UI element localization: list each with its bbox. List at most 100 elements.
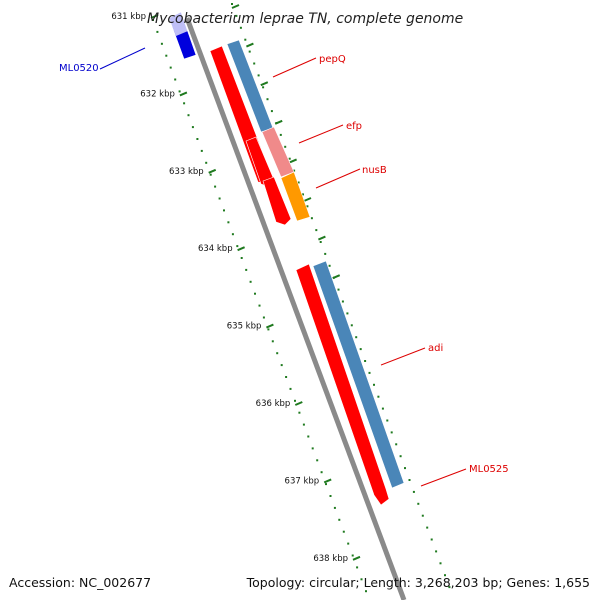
tick-label: 637 kbp bbox=[285, 476, 320, 486]
minor-tick-outer bbox=[365, 590, 367, 593]
minor-tick-inner bbox=[444, 574, 446, 577]
gene-nusB-forward[interactable] bbox=[280, 171, 311, 222]
efp-label-line bbox=[298, 124, 344, 144]
minor-tick-outer bbox=[347, 542, 350, 545]
major-tick-inner bbox=[303, 197, 312, 202]
minor-tick-outer bbox=[325, 483, 327, 486]
gene-adi-reverse[interactable] bbox=[295, 263, 390, 506]
minor-tick-outer bbox=[183, 102, 186, 105]
minor-tick-outer bbox=[178, 90, 181, 93]
minor-tick-inner bbox=[253, 62, 256, 65]
minor-tick-outer bbox=[209, 173, 212, 176]
minor-tick-inner bbox=[341, 300, 344, 303]
minor-tick-outer bbox=[351, 554, 354, 557]
minor-tick-inner bbox=[381, 407, 384, 410]
minor-tick-inner bbox=[395, 443, 398, 446]
major-tick-inner bbox=[289, 158, 297, 164]
gene-label-nusB[interactable]: nusB bbox=[362, 165, 387, 176]
minor-tick-inner bbox=[306, 205, 309, 208]
minor-tick-outer bbox=[169, 66, 172, 69]
minor-tick-outer bbox=[302, 423, 305, 426]
minor-tick-inner bbox=[426, 526, 429, 529]
tick-track-inner bbox=[231, 3, 451, 589]
minor-tick-outer bbox=[342, 530, 345, 533]
minor-tick-outer bbox=[338, 518, 341, 521]
ML0525-label-line bbox=[420, 468, 467, 487]
gene-label-efp[interactable]: efp bbox=[346, 121, 362, 132]
minor-tick-inner bbox=[239, 26, 242, 29]
minor-tick-inner bbox=[266, 98, 269, 101]
minor-tick-inner bbox=[412, 490, 415, 493]
minor-tick-outer bbox=[298, 411, 301, 414]
gene-adi-forward[interactable] bbox=[312, 260, 405, 489]
major-tick-outer bbox=[179, 91, 188, 97]
minor-tick-inner bbox=[302, 193, 304, 196]
minor-tick-inner bbox=[284, 145, 287, 148]
minor-tick-inner bbox=[368, 371, 371, 374]
major-tick-outer bbox=[266, 323, 274, 329]
minor-tick-inner bbox=[364, 360, 367, 362]
gene-nusB-reverse[interactable] bbox=[262, 176, 292, 226]
minor-tick-inner bbox=[408, 479, 411, 481]
pepQ-label-line bbox=[272, 57, 317, 78]
minor-tick-outer bbox=[214, 185, 217, 188]
minor-tick-outer bbox=[307, 435, 310, 438]
gene-label-pepQ[interactable]: pepQ bbox=[319, 54, 346, 65]
minor-tick-outer bbox=[160, 42, 163, 45]
minor-tick-inner bbox=[350, 324, 353, 327]
major-tick-outer bbox=[208, 168, 217, 174]
minor-tick-inner bbox=[270, 110, 273, 113]
minor-tick-outer bbox=[227, 221, 230, 224]
minor-tick-inner bbox=[355, 336, 358, 339]
minor-tick-outer bbox=[191, 126, 194, 129]
minor-tick-outer bbox=[156, 30, 159, 33]
minor-tick-inner bbox=[235, 14, 238, 17]
minor-tick-inner bbox=[262, 86, 265, 89]
nusB-label-line bbox=[315, 168, 361, 189]
gene-label-adi[interactable]: adi bbox=[428, 343, 443, 354]
minor-tick-inner bbox=[315, 229, 318, 232]
minor-tick-outer bbox=[254, 292, 256, 295]
minor-tick-inner bbox=[279, 133, 282, 136]
minor-tick-outer bbox=[320, 471, 323, 474]
minor-tick-outer bbox=[245, 268, 248, 271]
tick-label: 636 kbp bbox=[256, 399, 291, 409]
major-tick-outer bbox=[237, 246, 245, 252]
minor-tick-inner bbox=[293, 169, 296, 172]
map-title: Mycobacterium leprae TN, complete genome bbox=[147, 11, 463, 27]
minor-tick-inner bbox=[319, 241, 322, 243]
minor-tick-outer bbox=[174, 78, 177, 81]
minor-tick-outer bbox=[196, 138, 199, 140]
minor-tick-inner bbox=[248, 50, 251, 53]
minor-tick-inner bbox=[231, 3, 233, 5]
minor-tick-outer bbox=[360, 578, 363, 581]
major-tick-inner bbox=[332, 274, 341, 280]
minor-tick-inner bbox=[373, 383, 375, 386]
minor-tick-inner bbox=[337, 288, 340, 291]
minor-tick-outer bbox=[276, 352, 279, 355]
tick-track-outer: 631 kbp 632 kbp 633 kbp 634 kbp 635 kbp 636 k… bbox=[111, 12, 367, 593]
minor-tick-outer bbox=[311, 447, 314, 450]
minor-tick-outer bbox=[294, 399, 296, 402]
minor-tick-outer bbox=[271, 340, 274, 343]
major-tick-inner bbox=[318, 235, 326, 241]
tick-label: 634 kbp bbox=[198, 244, 233, 254]
minor-tick-outer bbox=[333, 506, 336, 509]
minor-tick-inner bbox=[386, 419, 389, 422]
minor-tick-outer bbox=[267, 328, 270, 331]
minor-tick-outer bbox=[329, 495, 332, 497]
minor-tick-outer bbox=[289, 387, 292, 390]
gene-label-ML0520[interactable]: ML0520 bbox=[59, 63, 99, 74]
minor-tick-outer bbox=[205, 161, 208, 164]
tick-label: 638 kbp bbox=[313, 554, 348, 564]
minor-tick-inner bbox=[359, 348, 362, 351]
major-tick-inner bbox=[260, 81, 269, 87]
minor-tick-inner bbox=[377, 395, 380, 398]
minor-tick-inner bbox=[346, 312, 349, 315]
tick-label: 633 kbp bbox=[169, 167, 204, 177]
minor-tick-outer bbox=[249, 280, 252, 283]
gene-label-ML0525[interactable]: ML0525 bbox=[469, 464, 509, 475]
minor-tick-inner bbox=[439, 562, 442, 565]
